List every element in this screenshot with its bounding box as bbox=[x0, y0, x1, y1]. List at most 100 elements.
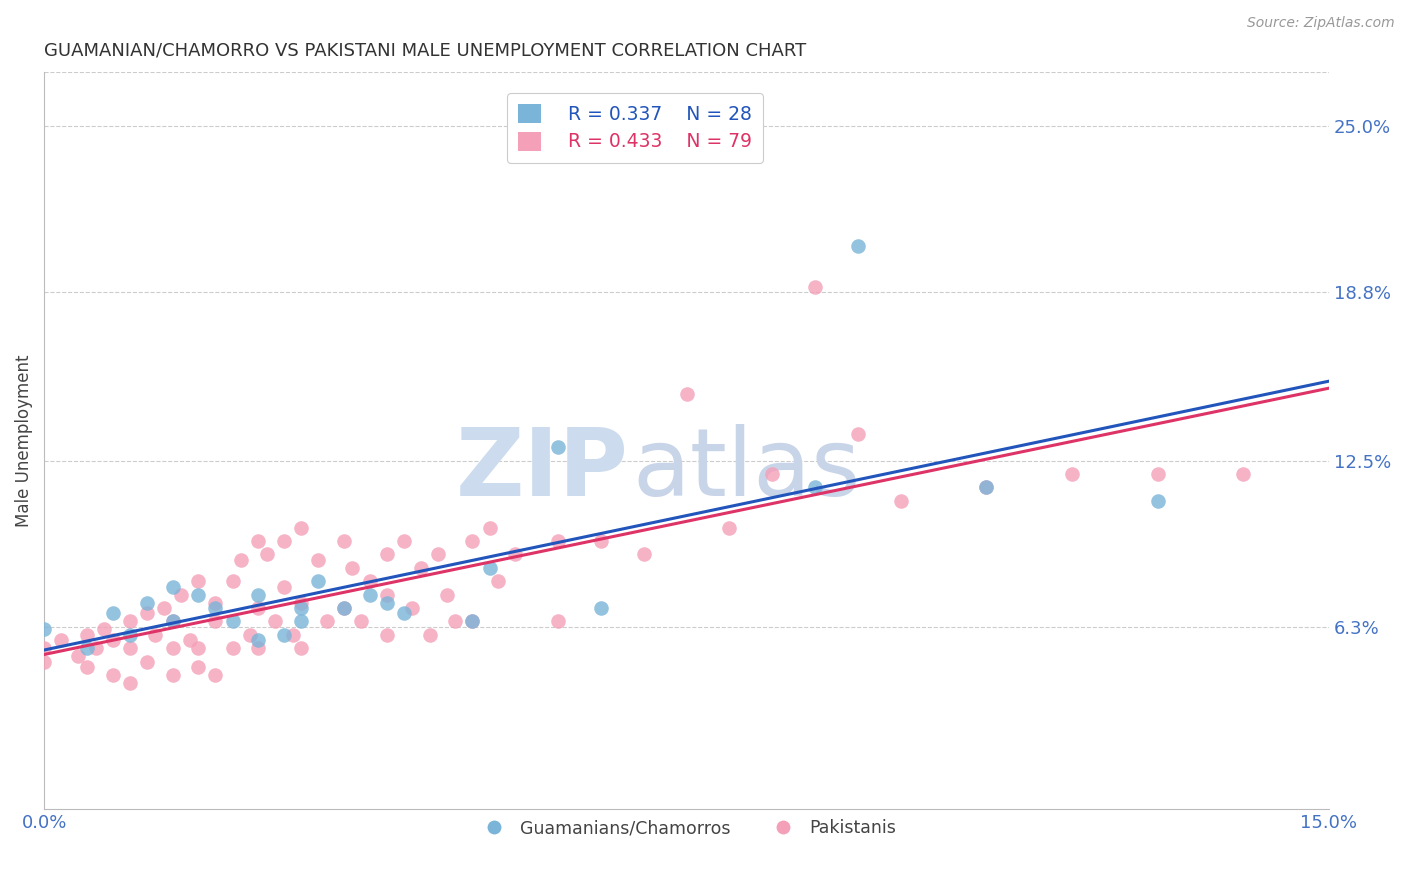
Legend: Guamanians/Chamorros, Pakistanis: Guamanians/Chamorros, Pakistanis bbox=[470, 813, 903, 845]
Point bbox=[247, 601, 270, 615]
Point bbox=[273, 628, 295, 642]
Point bbox=[135, 607, 157, 621]
Point bbox=[478, 521, 501, 535]
Point bbox=[974, 480, 997, 494]
Point bbox=[179, 633, 201, 648]
Point bbox=[76, 641, 98, 656]
Point bbox=[846, 239, 869, 253]
Point bbox=[846, 426, 869, 441]
Point bbox=[229, 553, 252, 567]
Point bbox=[247, 534, 270, 549]
Point bbox=[333, 601, 356, 615]
Point bbox=[375, 588, 398, 602]
Point bbox=[589, 534, 612, 549]
Point bbox=[419, 628, 441, 642]
Point bbox=[221, 574, 243, 589]
Point bbox=[547, 615, 569, 629]
Point bbox=[101, 633, 124, 648]
Text: ZIP: ZIP bbox=[456, 424, 628, 516]
Point bbox=[101, 607, 124, 621]
Point bbox=[118, 615, 141, 629]
Point bbox=[118, 676, 141, 690]
Point bbox=[375, 596, 398, 610]
Point bbox=[1146, 493, 1168, 508]
Point bbox=[761, 467, 783, 481]
Point bbox=[547, 440, 569, 454]
Point bbox=[187, 660, 209, 674]
Point bbox=[427, 548, 450, 562]
Point bbox=[290, 596, 312, 610]
Text: Source: ZipAtlas.com: Source: ZipAtlas.com bbox=[1247, 16, 1395, 30]
Point bbox=[675, 386, 697, 401]
Text: atlas: atlas bbox=[633, 424, 860, 516]
Point bbox=[804, 279, 827, 293]
Point bbox=[547, 534, 569, 549]
Point bbox=[162, 580, 184, 594]
Point bbox=[401, 601, 423, 615]
Point bbox=[486, 574, 509, 589]
Point bbox=[290, 615, 312, 629]
Point bbox=[247, 641, 270, 656]
Point bbox=[804, 480, 827, 494]
Point bbox=[307, 574, 329, 589]
Point bbox=[239, 628, 262, 642]
Point bbox=[461, 615, 484, 629]
Point bbox=[76, 660, 98, 674]
Point bbox=[392, 607, 415, 621]
Point bbox=[375, 548, 398, 562]
Point bbox=[51, 633, 73, 648]
Point bbox=[589, 601, 612, 615]
Point bbox=[478, 561, 501, 575]
Point bbox=[84, 641, 107, 656]
Point bbox=[187, 641, 209, 656]
Point bbox=[204, 601, 226, 615]
Point bbox=[375, 628, 398, 642]
Point bbox=[118, 628, 141, 642]
Point bbox=[359, 588, 381, 602]
Point bbox=[290, 521, 312, 535]
Point bbox=[162, 615, 184, 629]
Point bbox=[264, 615, 287, 629]
Point bbox=[32, 641, 55, 656]
Point bbox=[333, 601, 356, 615]
Point bbox=[1146, 467, 1168, 481]
Point bbox=[273, 534, 295, 549]
Point bbox=[170, 588, 193, 602]
Point bbox=[118, 641, 141, 656]
Point bbox=[1060, 467, 1083, 481]
Point bbox=[153, 601, 176, 615]
Point bbox=[633, 548, 655, 562]
Point bbox=[307, 553, 329, 567]
Point bbox=[67, 649, 90, 664]
Point bbox=[93, 623, 115, 637]
Point bbox=[256, 548, 278, 562]
Point bbox=[247, 633, 270, 648]
Point bbox=[32, 655, 55, 669]
Point bbox=[204, 615, 226, 629]
Point bbox=[290, 641, 312, 656]
Point bbox=[461, 615, 484, 629]
Point bbox=[187, 574, 209, 589]
Point bbox=[1232, 467, 1254, 481]
Point bbox=[974, 480, 997, 494]
Point bbox=[718, 521, 741, 535]
Point bbox=[204, 668, 226, 682]
Point bbox=[101, 668, 124, 682]
Point bbox=[32, 623, 55, 637]
Point bbox=[162, 641, 184, 656]
Point bbox=[135, 655, 157, 669]
Point bbox=[350, 615, 373, 629]
Text: GUAMANIAN/CHAMORRO VS PAKISTANI MALE UNEMPLOYMENT CORRELATION CHART: GUAMANIAN/CHAMORRO VS PAKISTANI MALE UNE… bbox=[44, 42, 807, 60]
Point bbox=[444, 615, 467, 629]
Point bbox=[221, 615, 243, 629]
Point bbox=[503, 548, 526, 562]
Point bbox=[290, 601, 312, 615]
Point bbox=[281, 628, 304, 642]
Point bbox=[315, 615, 337, 629]
Point bbox=[342, 561, 364, 575]
Point bbox=[273, 580, 295, 594]
Point bbox=[145, 628, 167, 642]
Point bbox=[409, 561, 432, 575]
Point bbox=[436, 588, 458, 602]
Point bbox=[890, 493, 912, 508]
